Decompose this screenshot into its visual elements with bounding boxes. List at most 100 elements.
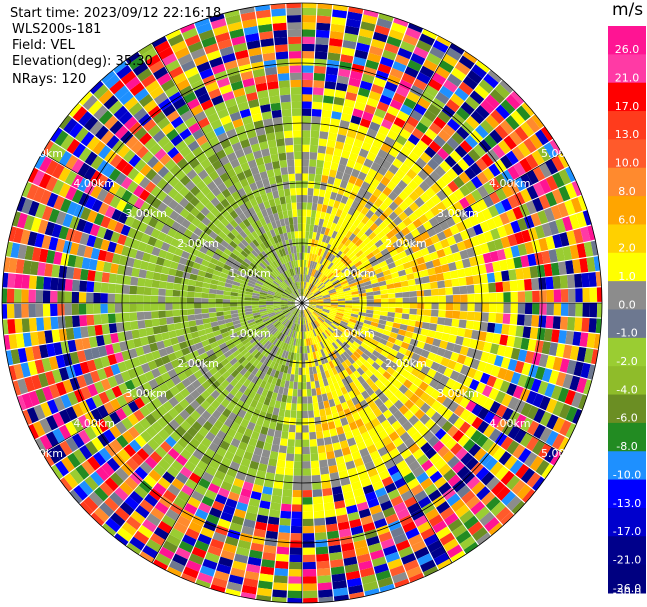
velocity-bin — [308, 417, 315, 426]
velocity-bin — [378, 319, 387, 326]
velocity-bin — [480, 242, 490, 254]
velocity-bin — [322, 167, 330, 177]
velocity-bin — [271, 109, 282, 119]
velocity-bin — [541, 463, 554, 479]
velocity-bin — [532, 393, 544, 408]
velocity-bin — [589, 303, 598, 318]
velocity-bin — [323, 259, 330, 267]
velocity-bin — [558, 168, 572, 185]
velocity-bin — [483, 230, 494, 243]
velocity-bin — [395, 365, 405, 375]
velocity-bin — [436, 231, 447, 241]
range-ring-label: 5.00km — [21, 447, 63, 460]
velocity-bin — [327, 286, 335, 292]
velocity-bin — [298, 367, 302, 375]
velocity-bin — [318, 264, 324, 272]
velocity-bin — [401, 174, 413, 185]
velocity-bin — [455, 530, 472, 544]
velocity-bin — [430, 194, 442, 206]
velocity-bin — [317, 8, 332, 17]
velocity-bin — [363, 248, 372, 257]
velocity-bin — [437, 129, 451, 142]
velocity-bin — [524, 290, 533, 303]
velocity-bin — [349, 285, 358, 290]
velocity-bin — [270, 153, 279, 163]
velocity-bin — [342, 316, 350, 321]
velocity-bin — [367, 411, 377, 422]
velocity-bin — [476, 394, 489, 407]
velocity-bin — [28, 275, 37, 290]
velocity-bin — [302, 547, 316, 555]
range-ring-label: 3.00km — [437, 207, 479, 220]
velocity-bin — [318, 138, 328, 147]
velocity-bin — [426, 368, 437, 379]
velocity-bin — [71, 291, 80, 303]
velocity-bin — [503, 303, 511, 314]
velocity-bin — [78, 303, 87, 315]
velocity-bin — [319, 211, 326, 220]
velocity-bin — [499, 259, 509, 271]
velocity-bin — [416, 471, 429, 484]
velocity-bin — [143, 311, 152, 320]
velocity-bin — [42, 303, 51, 317]
velocity-bin — [188, 320, 197, 327]
velocity-bin — [349, 316, 358, 321]
velocity-bin — [540, 126, 554, 142]
velocity-bin — [315, 423, 323, 432]
velocity-bin — [326, 523, 339, 533]
colorbar-unit-label: m/s — [612, 0, 644, 20]
velocity-bin — [356, 393, 365, 403]
velocity-bin — [372, 335, 381, 342]
velocity-bin — [377, 353, 387, 362]
velocity-bin — [365, 377, 375, 387]
velocity-bin — [378, 260, 388, 268]
velocity-bin — [143, 303, 152, 312]
velocity-bin — [302, 159, 310, 167]
velocity-bin — [550, 262, 560, 276]
velocity-bin — [320, 275, 326, 282]
velocity-bin — [287, 590, 302, 599]
velocity-bin — [431, 295, 439, 303]
velocity-bin — [312, 195, 319, 204]
velocity-bin — [382, 269, 391, 276]
velocity-bin — [315, 210, 322, 219]
velocity-bin — [267, 81, 279, 90]
velocity-bin — [137, 320, 146, 329]
velocity-bin — [359, 196, 369, 207]
velocity-bin — [295, 180, 302, 188]
velocity-bin — [302, 123, 311, 131]
velocity-bin — [325, 281, 333, 288]
velocity-bin — [316, 225, 323, 234]
velocity-bin — [494, 323, 503, 334]
velocity-bin — [180, 284, 189, 291]
velocity-bin — [473, 370, 484, 382]
velocity-bin — [290, 525, 302, 534]
velocity-bin — [290, 87, 302, 95]
velocity-bin — [326, 283, 334, 289]
velocity-bin — [348, 364, 357, 373]
velocity-bin — [347, 241, 355, 250]
velocity-bin — [302, 374, 307, 383]
velocity-bin — [449, 43, 465, 55]
velocity-bin — [488, 387, 500, 401]
velocity-bin — [441, 142, 455, 155]
velocity-bin — [314, 517, 326, 526]
velocity-bin — [502, 281, 511, 292]
velocity-bin — [244, 297, 252, 301]
velocity-bin — [388, 431, 400, 442]
velocity-bin — [454, 145, 468, 158]
velocity-bin — [344, 238, 352, 247]
velocity-bin — [459, 396, 471, 409]
velocity-bin — [308, 297, 316, 301]
velocity-bin — [330, 306, 338, 309]
velocity-bin — [446, 168, 459, 181]
velocity-bin — [315, 306, 323, 310]
velocity-bin — [222, 295, 231, 300]
velocity-bin — [35, 276, 45, 290]
velocity-bin — [476, 171, 489, 185]
velocity-bin — [481, 283, 489, 293]
velocity-bin — [407, 151, 420, 163]
velocity-bin — [320, 333, 326, 341]
velocity-bin — [429, 470, 443, 484]
velocity-bin — [410, 53, 426, 66]
